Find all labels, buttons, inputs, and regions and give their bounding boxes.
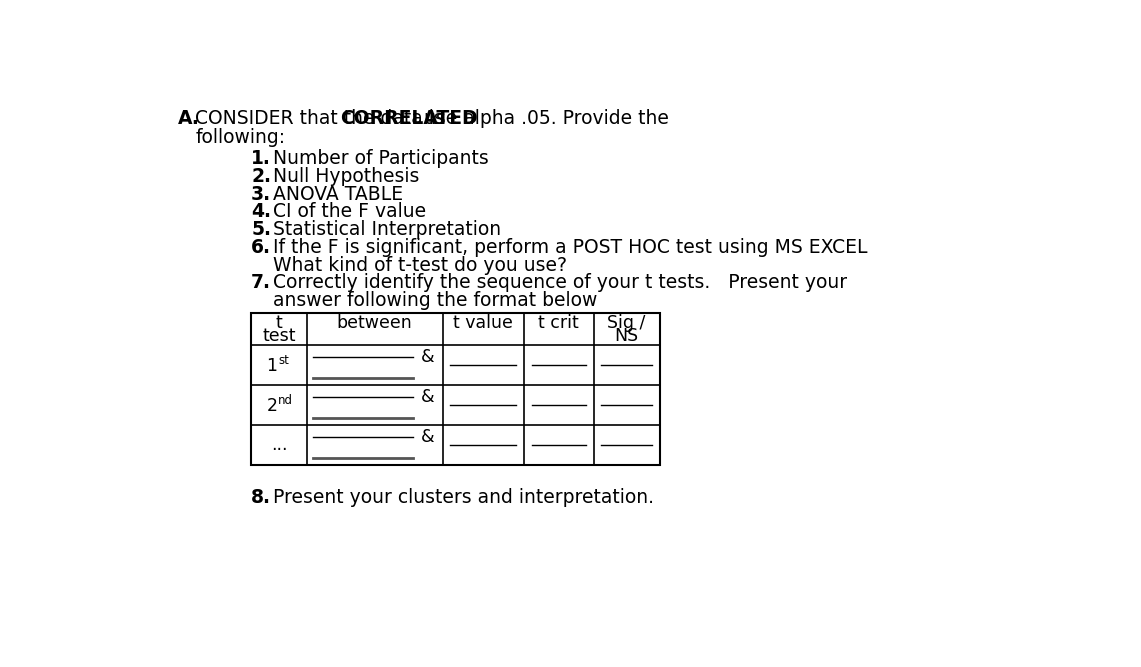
Text: Correctly identify the sequence of your t tests.   Present your: Correctly identify the sequence of your … bbox=[273, 273, 847, 292]
Text: Present your clusters and interpretation.: Present your clusters and interpretation… bbox=[273, 488, 654, 507]
Text: 3.: 3. bbox=[251, 185, 272, 203]
Text: CONSIDER that the data is: CONSIDER that the data is bbox=[195, 109, 450, 128]
Text: answer following the format below: answer following the format below bbox=[273, 291, 597, 310]
Text: What kind of t-test do you use?: What kind of t-test do you use? bbox=[273, 255, 567, 275]
Text: 8.: 8. bbox=[251, 488, 272, 507]
Text: test: test bbox=[262, 327, 296, 345]
Text: ANOVA TABLE: ANOVA TABLE bbox=[273, 185, 403, 203]
Text: A.: A. bbox=[178, 109, 200, 128]
Text: NS: NS bbox=[615, 327, 639, 345]
Text: CI of the F value: CI of the F value bbox=[273, 203, 426, 221]
Text: 5.: 5. bbox=[251, 220, 272, 239]
Text: st: st bbox=[278, 354, 289, 367]
Text: nd: nd bbox=[278, 394, 293, 407]
Text: &: & bbox=[421, 348, 435, 366]
Text: t value: t value bbox=[453, 314, 513, 332]
Text: If the F is significant, perform a POST HOC test using MS EXCEL: If the F is significant, perform a POST … bbox=[273, 238, 867, 257]
Text: ...: ... bbox=[270, 436, 288, 454]
Text: following:: following: bbox=[195, 128, 285, 147]
Text: t: t bbox=[276, 314, 283, 332]
Text: Sig /: Sig / bbox=[607, 314, 646, 332]
Text: 7.: 7. bbox=[251, 273, 272, 292]
Text: use alpha .05. Provide the: use alpha .05. Provide the bbox=[418, 109, 669, 128]
Text: 2.: 2. bbox=[251, 167, 272, 186]
Text: CORRELATED: CORRELATED bbox=[340, 109, 478, 128]
Text: &: & bbox=[421, 428, 435, 446]
Text: 1.: 1. bbox=[251, 149, 272, 168]
Text: &: & bbox=[421, 388, 435, 406]
Text: Number of Participants: Number of Participants bbox=[273, 149, 488, 168]
Text: 2: 2 bbox=[267, 397, 277, 415]
Text: Statistical Interpretation: Statistical Interpretation bbox=[273, 220, 501, 239]
Bar bbox=[251, 313, 659, 465]
Text: t crit: t crit bbox=[539, 314, 580, 332]
Text: Null Hypothesis: Null Hypothesis bbox=[273, 167, 419, 186]
Text: between: between bbox=[337, 314, 413, 332]
Text: 6.: 6. bbox=[251, 238, 272, 257]
Text: 1: 1 bbox=[267, 357, 277, 375]
Text: 4.: 4. bbox=[251, 203, 272, 221]
